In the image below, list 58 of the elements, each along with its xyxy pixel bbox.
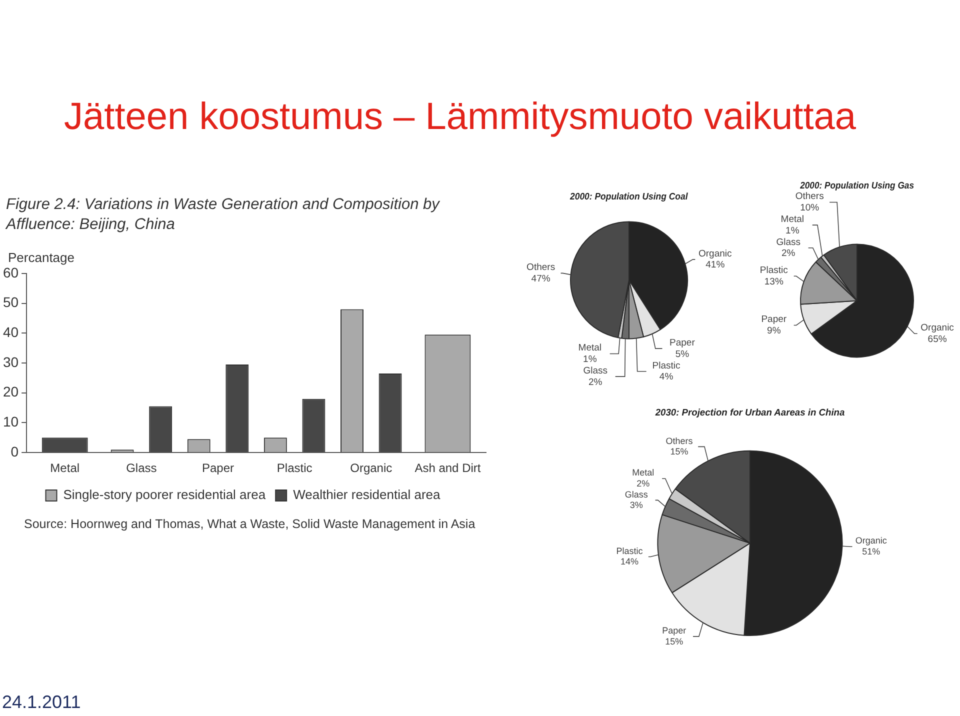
x-tick-label: Ash and Dirt — [414, 461, 482, 476]
slice-label: Others — [795, 191, 824, 202]
slice-label: Others — [526, 262, 556, 274]
slice-label: Plastic — [760, 265, 788, 276]
slice-label: Metal — [578, 342, 602, 354]
slice-label: Organic — [855, 536, 888, 546]
y-tick-label: 20 — [2, 384, 19, 400]
x-tick-label: Organic — [350, 461, 392, 476]
data-label: 13% — [764, 276, 784, 288]
slice-label: Paper — [662, 626, 686, 636]
slice-label: Paper — [670, 338, 695, 348]
data-label: 2% — [588, 376, 603, 388]
data-label: 15% — [665, 636, 684, 646]
y-axis-title: Percantage — [8, 250, 74, 265]
data-label: 51% — [862, 546, 880, 556]
x-tick-label: Glass — [126, 461, 157, 476]
data-label: 14% — [620, 556, 639, 567]
data-label: 1% — [583, 354, 598, 366]
data-label: 5% — [675, 348, 690, 360]
y-tick-label: 40 — [2, 324, 19, 340]
slice-label: Paper — [761, 314, 787, 326]
data-label: 2% — [782, 248, 796, 260]
source-note: Source: Hoornweg and Thomas, What a Waste, Solid Waste Management in Asia — [24, 517, 476, 531]
slice-label: Glass — [624, 489, 648, 500]
x-tick-label: Paper — [202, 461, 234, 476]
x-tick-label: Metal — [50, 461, 80, 476]
chart-title: Jätteen koostumus – Lämmitysmuoto vaikuttaa — [64, 96, 856, 139]
x-tick-label: Plastic — [276, 461, 312, 476]
slice-label: Organic — [920, 322, 954, 334]
chart-subtitle: Figure 2.4: Variations in Waste Generation and Composition by Affluence: Beijing, China — [6, 195, 441, 235]
data-label: 1% — [786, 225, 800, 236]
y-tick-label: 10 — [2, 414, 19, 430]
chart-title: 2000: Population Using Coal — [569, 191, 688, 202]
data-label: 15% — [670, 446, 688, 457]
legend-label: Wealthier residential area — [293, 487, 442, 502]
slice-label: Glass — [583, 366, 608, 377]
data-label: 65% — [928, 334, 948, 345]
data-label: 47% — [531, 274, 551, 285]
slice-label: Metal — [780, 214, 804, 225]
chart-title: 2000: Population Using Gas — [799, 180, 914, 190]
slice-label: Others — [666, 436, 694, 446]
legend-label: Single-story poorer residential area — [63, 487, 266, 502]
slice-label: Plastic — [616, 546, 644, 556]
data-label: 2% — [636, 478, 650, 488]
y-tick-label: 30 — [2, 354, 19, 370]
slice-label: Plastic — [652, 360, 681, 372]
chart-title: 2030: Projection for Urban Aareas in China — [654, 406, 845, 418]
slice-label: Glass — [776, 236, 801, 248]
y-tick-label: 0 — [10, 443, 19, 460]
slice-label: Organic — [698, 248, 732, 260]
data-label: 9% — [767, 326, 782, 337]
y-tick-label: 60 — [2, 264, 19, 280]
data-label: 3% — [630, 500, 643, 510]
text: 24.1.2011 — [2, 692, 81, 713]
data-label: 41% — [706, 260, 726, 271]
data-label: 10% — [800, 202, 820, 214]
data-label: 4% — [659, 372, 674, 383]
y-tick-label: 50 — [2, 294, 19, 310]
